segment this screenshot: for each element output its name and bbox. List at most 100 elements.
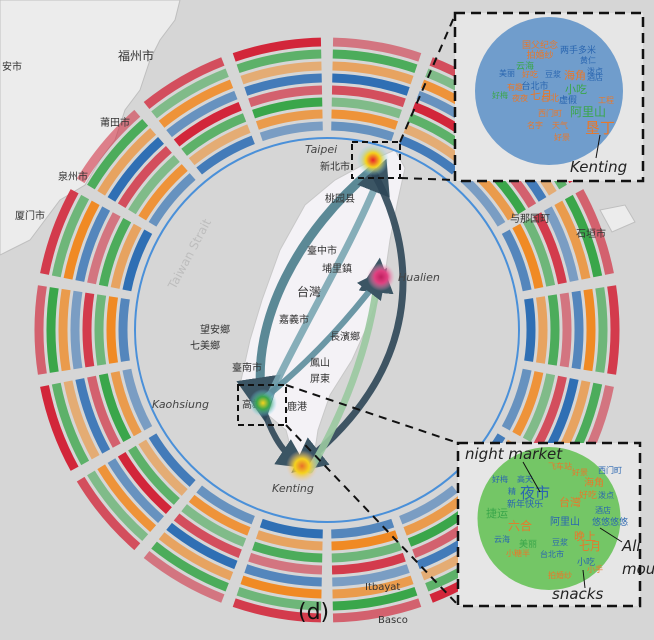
ring-segment bbox=[332, 575, 414, 599]
word-cloud-word: 好景 bbox=[572, 467, 588, 477]
word-cloud-word: 晚上 bbox=[574, 530, 596, 543]
ring-segment bbox=[564, 194, 603, 278]
ring-segment bbox=[34, 285, 47, 375]
ring-segment bbox=[554, 200, 591, 280]
ring-segment bbox=[151, 68, 229, 119]
ring-segment bbox=[138, 439, 188, 496]
ring-segment bbox=[138, 164, 188, 221]
ring-segment bbox=[571, 290, 584, 370]
ring-segment bbox=[173, 102, 242, 147]
hotspot-kenting bbox=[286, 450, 318, 482]
word-cloud-word: 有趣 bbox=[507, 82, 523, 92]
word-cloud-word: 黄仁 bbox=[580, 55, 596, 65]
ring-segment bbox=[196, 135, 255, 175]
ring-segment bbox=[87, 212, 121, 285]
ring-segment bbox=[543, 206, 579, 282]
flow-taipei-kenting bbox=[291, 171, 407, 473]
map-label: 七美鄉 bbox=[190, 339, 220, 352]
ring-segment bbox=[173, 513, 242, 558]
word-cloud-word: 小糖半 bbox=[506, 548, 530, 558]
ring-segment bbox=[399, 135, 458, 175]
ring-segment bbox=[332, 73, 410, 96]
word-cloud-word: 西门町 bbox=[598, 465, 622, 475]
map-label: 臺南市 bbox=[232, 361, 262, 374]
ring-segment bbox=[331, 530, 399, 551]
ring-segment bbox=[595, 287, 608, 373]
ring-segment bbox=[236, 587, 322, 611]
word-cloud-word: 精 bbox=[508, 486, 516, 496]
ring-segment bbox=[331, 85, 406, 108]
word-cloud-word: 阿里山 bbox=[550, 516, 580, 528]
ring-segment bbox=[143, 550, 225, 603]
word-cloud-word: 飞车站 bbox=[548, 461, 572, 471]
ring-segment bbox=[244, 73, 322, 96]
word-cloud-circle bbox=[477, 447, 621, 590]
ring-segment bbox=[106, 296, 118, 364]
ring-segment bbox=[512, 223, 544, 289]
word-cloud-word: 七月 bbox=[530, 89, 552, 102]
word-cloud-word: 台北市 bbox=[540, 549, 564, 559]
word-cloud-word: 豆浆 bbox=[545, 69, 561, 79]
ring-segment bbox=[51, 382, 90, 466]
map-label: 与那国町 bbox=[510, 213, 550, 225]
map-label: 鹿港 bbox=[287, 400, 307, 413]
ring-segment bbox=[259, 121, 323, 142]
selection-box-taipei bbox=[351, 141, 401, 179]
word-cloud-word: 虚假 bbox=[559, 94, 577, 106]
word-cloud-word: 垦丁 bbox=[585, 119, 615, 137]
ring-segment bbox=[117, 146, 172, 209]
ring-segment bbox=[332, 37, 422, 62]
selection-box-kaohsiung bbox=[237, 384, 287, 426]
ring-segment bbox=[70, 290, 83, 370]
word-cloud-word: 工程 bbox=[598, 96, 614, 105]
word-cloud-circle bbox=[475, 17, 623, 165]
ring-segment bbox=[501, 229, 532, 292]
word-cloud-word: 小手 bbox=[587, 564, 603, 574]
ring-segment bbox=[533, 212, 567, 285]
ring-segment bbox=[151, 541, 229, 592]
word-cloud-word: 好梅 bbox=[492, 474, 508, 484]
ring-segment bbox=[512, 371, 544, 437]
ring-segment bbox=[331, 121, 395, 142]
ring-segment bbox=[181, 504, 247, 547]
ring-segment bbox=[40, 189, 79, 275]
ring-segment bbox=[122, 229, 153, 292]
ishigaki-island bbox=[599, 204, 636, 233]
ring-segment bbox=[98, 373, 132, 443]
ring-segment bbox=[128, 155, 180, 215]
ring-segment bbox=[259, 518, 323, 539]
word-cloud-word: 好梅 bbox=[492, 90, 508, 100]
ring-segment bbox=[524, 298, 536, 362]
word-cloud-word: 国父纪念 bbox=[522, 39, 558, 51]
ring-segment bbox=[252, 541, 323, 563]
leader-line-top-2 bbox=[399, 177, 456, 181]
map-label: 桃园县 bbox=[325, 192, 355, 205]
ring-segment bbox=[248, 85, 323, 108]
ring-segment bbox=[236, 49, 322, 73]
ring-segment bbox=[559, 292, 572, 368]
ring-segment bbox=[232, 598, 322, 623]
map-label: 望安鄉 bbox=[200, 323, 230, 336]
ring-segment bbox=[575, 189, 614, 275]
ring-inner-orange bbox=[106, 109, 548, 551]
ring-segment bbox=[331, 518, 395, 539]
ring-segment bbox=[232, 37, 322, 62]
ring-segment bbox=[75, 378, 111, 454]
map-label: 新北市 bbox=[320, 160, 350, 173]
ring-segment bbox=[188, 494, 251, 536]
ring-segment bbox=[58, 288, 71, 372]
ring-segment bbox=[158, 532, 234, 581]
ring-segment bbox=[255, 109, 323, 130]
ring-inner-green bbox=[94, 97, 560, 563]
word-cloud-word: 台北市 bbox=[521, 80, 548, 92]
word-cloud-word: 小吃 bbox=[565, 83, 587, 96]
ring-segment bbox=[332, 587, 418, 611]
word-cloud-word: 悠悠悠悠 bbox=[592, 516, 628, 528]
flow-taipei-kaohsiung bbox=[236, 165, 377, 423]
word-cloud-word: 夜夜 bbox=[512, 93, 528, 103]
ring-segment bbox=[143, 57, 225, 110]
leader-line-bottom-1 bbox=[285, 384, 459, 444]
ring-segment bbox=[97, 464, 157, 533]
word-cloud-word: 小吃 bbox=[577, 556, 595, 568]
